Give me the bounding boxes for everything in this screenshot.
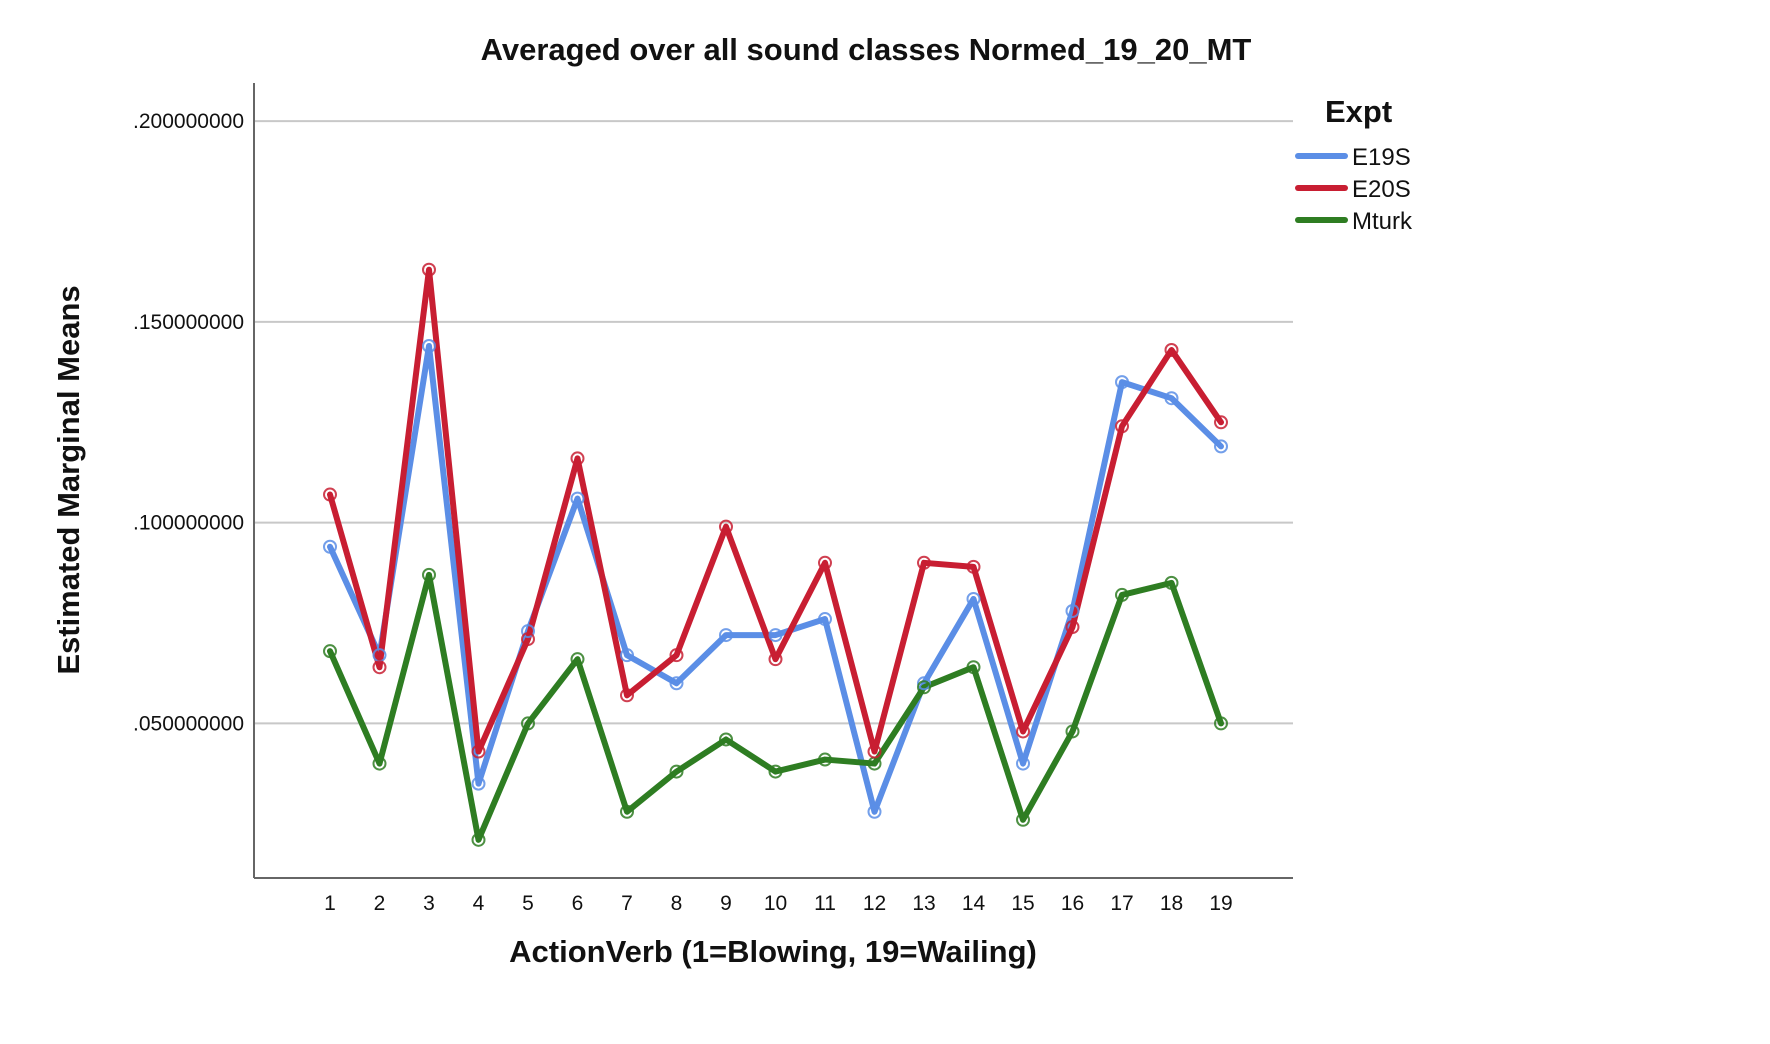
x-tick-label: 16 (1061, 892, 1084, 915)
data-point-e20s (1164, 343, 1179, 358)
data-point-mturk (917, 680, 931, 695)
data-point-e19s (1164, 391, 1179, 406)
data-point-e19s (1016, 756, 1030, 771)
x-tick-label: 4 (473, 892, 485, 915)
data-point-e20s (818, 555, 832, 570)
data-point-mturk (719, 732, 733, 747)
legend-label-e19s: E19S (1352, 144, 1411, 171)
y-tick-label: .150000000 (133, 311, 244, 334)
chart-title: Averaged over all sound classes Normed_1… (481, 32, 1252, 67)
x-tick-label: 15 (1011, 892, 1034, 915)
data-point-e19s (917, 676, 931, 691)
series-lines (327, 266, 1224, 843)
data-point-e20s (372, 660, 387, 675)
x-tick-label: 14 (962, 892, 986, 915)
data-point-e19s (422, 338, 436, 353)
x-tick-label: 7 (621, 892, 633, 915)
data-point-e20s (323, 487, 337, 502)
data-point-e19s (818, 612, 832, 627)
gridlines (254, 120, 1293, 725)
x-tick-label: 6 (572, 892, 584, 915)
data-point-e20s (620, 688, 634, 703)
x-tick-label: 10 (764, 892, 787, 915)
series-line-e19s (327, 342, 1224, 815)
data-point-e20s (867, 744, 882, 759)
data-point-mturk (768, 764, 783, 779)
data-point-e20s (422, 262, 436, 277)
data-point-mturk (1016, 812, 1030, 827)
legend-label-e20s: E20S (1352, 176, 1411, 203)
data-point-mturk (323, 644, 337, 659)
series-line-e20s (327, 266, 1224, 755)
data-point-e19s (768, 628, 783, 643)
data-point-mturk (1214, 716, 1228, 731)
data-point-mturk (1065, 724, 1080, 739)
x-tick-label: 12 (863, 892, 886, 915)
series-line-mturk (327, 571, 1224, 843)
data-point-e19s (719, 628, 733, 643)
x-axis-title: ActionVerb (1=Blowing, 19=Wailing) (509, 934, 1037, 969)
data-point-mturk (669, 764, 684, 779)
legend-label-mturk: Mturk (1352, 208, 1413, 235)
legend-title: Expt (1325, 94, 1392, 129)
data-point-e19s (1115, 375, 1129, 390)
x-tick-label: 17 (1110, 892, 1133, 915)
data-point-e19s (867, 804, 882, 819)
data-point-e19s (323, 539, 337, 554)
x-tick-label: 11 (814, 892, 836, 915)
data-point-mturk (966, 660, 981, 675)
x-tick-label: 13 (912, 892, 935, 915)
data-point-e20s (521, 632, 535, 647)
axes (253, 83, 1293, 879)
x-tick-label: 19 (1209, 892, 1232, 915)
x-tick-label: 2 (374, 892, 386, 915)
data-point-mturk (372, 756, 387, 771)
data-point-e19s (1065, 603, 1080, 618)
data-point-mturk (818, 752, 832, 767)
data-point-mturk (1115, 587, 1129, 602)
data-point-mturk (620, 804, 634, 819)
x-tick-label: 1 (324, 892, 336, 915)
data-point-e20s (669, 648, 684, 663)
data-point-e19s (966, 591, 981, 606)
series-markers (323, 262, 1228, 847)
data-point-mturk (521, 716, 535, 731)
data-point-mturk (422, 567, 436, 582)
data-point-e20s (1065, 620, 1080, 635)
data-point-mturk (1164, 575, 1179, 590)
data-point-e20s (1115, 419, 1129, 434)
x-tick-label: 8 (671, 892, 683, 915)
x-tick-label: 9 (720, 892, 732, 915)
data-point-e19s (521, 624, 535, 639)
data-point-e19s (620, 648, 634, 663)
data-point-e20s (917, 555, 931, 570)
data-point-e20s (1016, 724, 1030, 739)
x-tick-label: 18 (1160, 892, 1183, 915)
data-point-e19s (471, 776, 486, 791)
data-point-e19s (1214, 439, 1228, 454)
data-point-e20s (570, 451, 585, 466)
y-tick-label: .100000000 (133, 512, 244, 535)
y-axis-title: Estimated Marginal Means (51, 285, 86, 674)
x-tick-label: 3 (423, 892, 435, 915)
data-point-e20s (1214, 415, 1228, 430)
y-tick-label: .050000000 (133, 712, 244, 735)
x-tick-label: 5 (522, 892, 534, 915)
x-tick-labels: 1 2 3 4 5 6 7 8 9 10 11 12 13 14 15 16 17 18 19 (324, 892, 1233, 915)
y-tick-labels: .050000000 .100000000 .150000000 .200000000 (133, 110, 244, 735)
data-point-e20s (768, 652, 783, 667)
y-tick-label: .200000000 (133, 110, 244, 133)
data-point-e20s (471, 744, 486, 759)
data-point-mturk (471, 832, 486, 847)
data-point-mturk (570, 652, 585, 667)
legend: Expt E19S E20S Mturk (1295, 94, 1413, 235)
data-point-e19s (669, 676, 684, 691)
data-point-e19s (570, 491, 585, 506)
data-point-e20s (719, 519, 733, 534)
data-point-e20s (966, 559, 981, 574)
